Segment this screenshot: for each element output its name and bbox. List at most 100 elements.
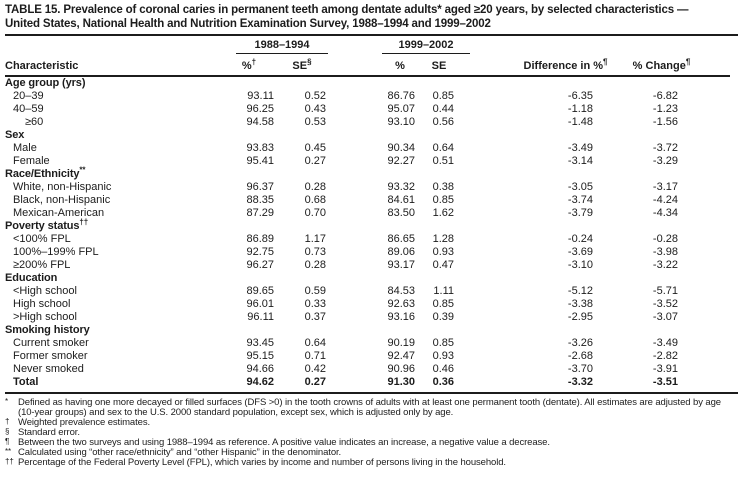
value-cell: -3.14	[567, 155, 593, 167]
value-cell: 1.62	[432, 207, 454, 219]
value-cell: 87.29	[246, 207, 274, 219]
value-cell: -5.71	[652, 285, 678, 297]
table-row: High school 96.01 0.33 92.63 0.85 -3.38 -3.52	[5, 298, 730, 311]
row-label: Age group (yrs)	[5, 77, 86, 89]
value-cell: 91.30	[387, 376, 415, 388]
value-cell: 96.25	[246, 103, 274, 115]
spacer-cell	[328, 363, 380, 376]
value-cell: 90.19	[387, 337, 415, 349]
value-cell: -3.49	[567, 142, 593, 154]
value-cell: 0.27	[304, 155, 326, 167]
row-label: 100%–199% FPL	[13, 246, 99, 258]
value-cell: 0.28	[304, 181, 326, 193]
value-cell: -2.68	[567, 350, 593, 362]
value-cell: -3.98	[652, 246, 678, 258]
spacer-cell	[328, 181, 380, 194]
footnote: † Weighted prevalence estimates.	[5, 417, 738, 428]
value-cell: 0.37	[304, 311, 326, 323]
spacer-cell	[328, 376, 380, 389]
value-cell: 0.70	[304, 207, 326, 219]
row-label: >High school	[13, 311, 77, 323]
value-cell: 93.16	[387, 311, 415, 323]
spacer-cell	[458, 350, 508, 363]
spacer-cell	[458, 38, 508, 54]
value-cell: 0.59	[304, 285, 326, 297]
row-label: High school	[13, 298, 71, 310]
value-cell: -3.22	[652, 259, 678, 271]
spacer-cell	[328, 155, 380, 168]
row-label: Current smoker	[13, 337, 89, 349]
value-cell: 95.15	[246, 350, 274, 362]
row-label: <100% FPL	[13, 233, 71, 245]
value-cell: 86.76	[387, 90, 415, 102]
spacer-cell	[5, 38, 222, 54]
value-cell: 94.58	[246, 116, 274, 128]
footnote-marker: §	[5, 427, 10, 436]
spacer-cell	[458, 259, 508, 272]
row-label: Former smoker	[13, 350, 88, 362]
value-cell: 88.35	[246, 194, 274, 206]
table-row: 20–39 93.11 0.52 86.76 0.85 -6.35 -6.82	[5, 90, 730, 103]
table-title-line2: United States, National Health and Nutri…	[5, 17, 491, 30]
table-row: Male 93.83 0.45 90.34 0.64 -3.49 -3.72	[5, 142, 730, 155]
spacer-cell	[328, 194, 380, 207]
value-cell: 0.28	[304, 259, 326, 271]
footnote-marker: *	[5, 397, 9, 406]
table-row: ≥60 94.58 0.53 93.10 0.56 -1.48 -1.56	[5, 116, 730, 129]
spacer-cell	[458, 311, 508, 324]
value-cell: 86.89	[246, 233, 274, 245]
row-label: 20–39	[13, 90, 44, 102]
spacer-cell	[458, 181, 508, 194]
section-row: Smoking history	[5, 324, 730, 337]
value-cell: 93.83	[246, 142, 274, 154]
value-cell: 0.36	[432, 376, 454, 388]
value-cell: 92.75	[246, 246, 274, 258]
value-cell: 93.32	[387, 181, 415, 193]
value-cell: -3.07	[652, 311, 678, 323]
value-cell: 96.01	[246, 298, 274, 310]
spacer-cell	[328, 103, 380, 116]
footnote-text: Defined as having one more decayed or fi…	[18, 397, 721, 418]
row-label: <High school	[13, 285, 77, 297]
footnote: § Standard error.	[5, 427, 738, 438]
value-cell: 0.47	[432, 259, 454, 271]
spacer-cell	[328, 259, 380, 272]
col-header-pct-1988: %†	[222, 54, 276, 77]
row-label: Mexican-American	[13, 207, 105, 219]
value-cell: -3.26	[567, 337, 593, 349]
value-cell: 0.38	[432, 181, 454, 193]
value-cell: -5.12	[567, 285, 593, 297]
value-cell: 83.50	[387, 207, 415, 219]
table-row: ≥200% FPL 96.27 0.28 93.17 0.47 -3.10 -3.22	[5, 259, 730, 272]
col-header-pct-change: % Change¶	[623, 54, 730, 77]
spacer-cell	[508, 38, 623, 54]
value-cell: -3.69	[567, 246, 593, 258]
value-cell: -3.79	[567, 207, 593, 219]
spacer-cell	[458, 337, 508, 350]
table-row: 40–59 96.25 0.43 95.07 0.44 -1.18 -1.23	[5, 103, 730, 116]
spacer-cell	[328, 116, 380, 129]
section-row: Race/Ethnicity**	[5, 165, 730, 181]
row-label: ≥200% FPL	[13, 259, 71, 271]
value-cell: 0.53	[304, 116, 326, 128]
column-group-1999-2002: 1999–2002	[380, 38, 470, 54]
spacer-cell	[458, 298, 508, 311]
table-title: TABLE 15. Prevalence of coronal caries i…	[5, 4, 738, 36]
table-row: Mexican-American 87.29 0.70 83.50 1.62 -3.79 -…	[5, 207, 730, 220]
col-header-difference: Difference in %¶	[508, 54, 623, 77]
section-row: Age group (yrs)	[5, 76, 730, 90]
row-label: Smoking history	[5, 324, 90, 336]
value-cell: 95.07	[387, 103, 415, 115]
row-label-footnote-marker: **	[79, 165, 86, 175]
value-cell: -2.95	[567, 311, 593, 323]
value-cell: 0.71	[304, 350, 326, 362]
spacer-cell	[458, 90, 508, 103]
col-header-characteristic: Characteristic	[5, 54, 222, 77]
value-cell: -4.24	[652, 194, 678, 206]
col-header-se-1999: SE	[420, 54, 458, 77]
value-cell: -0.28	[652, 233, 678, 245]
value-cell: -1.56	[652, 116, 678, 128]
value-cell: 0.39	[432, 311, 454, 323]
year-spanner-row: 1988–1994 1999–2002	[5, 38, 730, 54]
spacer-cell	[328, 207, 380, 220]
